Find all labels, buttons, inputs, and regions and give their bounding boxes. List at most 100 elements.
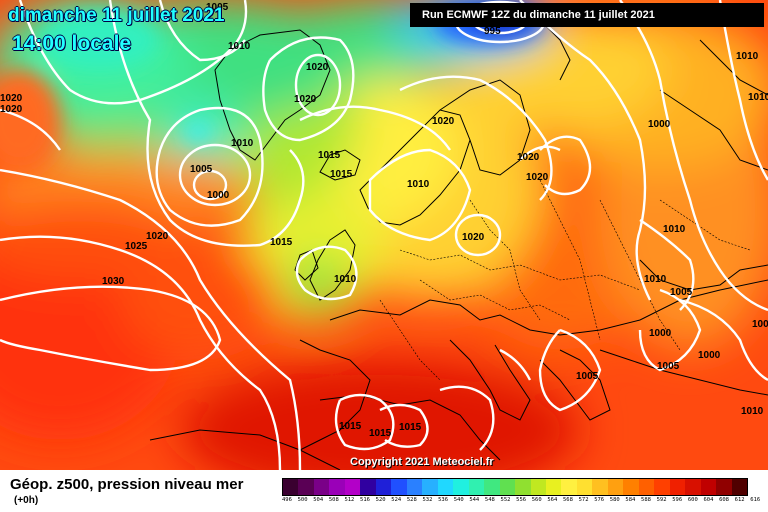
color-scale-tick: 496 [282, 497, 292, 503]
color-scale-tick: 568 [562, 497, 573, 503]
country-borders [379, 179, 751, 381]
isobar-label: 1000 [648, 119, 671, 130]
color-swatch [313, 479, 330, 495]
legend-bar: Géop. z500, pression niveau mer (+0h) 49… [0, 470, 768, 512]
color-swatch [499, 479, 516, 495]
color-scale-tick: 516 [360, 497, 370, 503]
color-swatch [283, 479, 299, 495]
isobar-labels: 995 1005 1010 1020 1020 1010 1005 1000 1… [0, 2, 768, 439]
forecast-date-title: dimanche 11 juillet 2021 [8, 5, 225, 26]
color-scale-tick: 504 [313, 497, 324, 503]
isobar-label: 1025 [125, 241, 148, 252]
color-swatch [545, 479, 562, 495]
color-scale-tick: 532 [422, 497, 433, 503]
weather-map: 995 1005 1010 1020 1020 1010 1005 1000 1… [0, 0, 768, 470]
isobar-label: 1000 [698, 350, 721, 361]
color-swatch [360, 479, 376, 495]
color-swatch [515, 479, 531, 495]
color-swatch [422, 479, 438, 495]
isobar-label: 1015 [399, 422, 422, 433]
isobar-label: 1010 [741, 406, 764, 417]
color-swatch [484, 479, 500, 495]
isobar-label: 1000 [752, 319, 768, 330]
isobar-label: 1020 [0, 104, 23, 115]
color-swatch [391, 479, 407, 495]
isobar-label: 995 [484, 26, 501, 37]
color-swatch [576, 479, 593, 495]
color-swatch [437, 479, 454, 495]
color-swatch [329, 479, 345, 495]
color-scale-tick: 596 [672, 497, 683, 503]
isobar-label: 1005 [576, 371, 599, 382]
isobar-label: 1000 [207, 190, 230, 201]
color-scale-tick: 572 [578, 497, 589, 503]
color-swatch [406, 479, 423, 495]
isobar-label: 1010 [228, 41, 251, 52]
color-scale-tick: 540 [453, 497, 464, 503]
color-scale-tick: 520 [375, 497, 386, 503]
isobar-label: 1015 [339, 421, 362, 432]
color-scale-tick: 560 [531, 497, 542, 503]
color-scale-tick: 536 [438, 497, 449, 503]
isobar-label: 1010 [231, 138, 254, 149]
color-swatch [716, 479, 732, 495]
color-swatch [375, 479, 392, 495]
color-scale-tick: 608 [719, 497, 729, 503]
color-swatch [700, 479, 717, 495]
isobar-label: 1005 [190, 164, 213, 175]
isobar-label: 1030 [102, 276, 125, 287]
color-swatch [561, 479, 577, 495]
color-scale-tick: 612 [734, 497, 745, 503]
color-scale-tick: 512 [344, 497, 355, 503]
isobar-label: 1010 [663, 224, 686, 235]
color-swatch [607, 479, 624, 495]
isobar-label: 1020 [526, 172, 549, 183]
isobar-label: 1010 [407, 179, 430, 190]
color-swatch [530, 479, 546, 495]
color-swatch [592, 479, 608, 495]
color-swatch [623, 479, 639, 495]
color-swatch [453, 479, 469, 495]
color-scale-tick: 548 [484, 497, 495, 503]
color-scale-tick: 528 [406, 497, 417, 503]
isobar-label: 1020 [146, 231, 169, 242]
run-info-text: Run ECMWF 12Z du dimanche 11 juillet 202… [422, 9, 655, 21]
color-scale-tick: 588 [641, 497, 651, 503]
color-scale-tick: 616 [750, 497, 761, 503]
color-scale-tick: 508 [328, 497, 339, 503]
isobar-label: 1015 [369, 428, 392, 439]
color-scale-ticks: 496 500 504 508 512 516 520 524 528 532 536 540 544 5… [282, 497, 766, 507]
color-scale-tick: 580 [609, 497, 620, 503]
color-scale-tick: 604 [703, 497, 714, 503]
isobar-label: 1020 [462, 232, 485, 243]
run-info-box: Run ECMWF 12Z du dimanche 11 juillet 202… [410, 3, 764, 27]
isobar-label: 1020 [0, 93, 23, 104]
isobar-label: 1010 [748, 92, 768, 103]
isobar-label: 1010 [736, 51, 759, 62]
color-swatch [654, 479, 670, 495]
color-scale-tick: 592 [656, 497, 667, 503]
isobar-label: 1015 [270, 237, 293, 248]
color-scale-tick: 584 [625, 497, 636, 503]
geopotential-field [0, 0, 768, 470]
weather-map-canvas: 995 1005 1010 1020 1020 1010 1005 1000 1… [0, 0, 768, 470]
color-scale-tick: 544 [469, 497, 480, 503]
color-swatch [344, 479, 361, 495]
isobar-label: 1015 [318, 150, 341, 161]
color-swatch [685, 479, 701, 495]
color-scale-tick: 500 [297, 497, 308, 503]
color-swatch [638, 479, 655, 495]
color-scale-tick: 524 [391, 497, 402, 503]
isobar-label: 1005 [206, 2, 229, 13]
isobar-label: 1005 [670, 287, 693, 298]
isobar-label: 1020 [517, 152, 540, 163]
isobar-label: 1020 [294, 94, 317, 105]
color-swatch [468, 479, 485, 495]
color-swatch [669, 479, 686, 495]
isobar-label: 1015 [330, 169, 353, 180]
color-scale-tick: 564 [547, 497, 558, 503]
isobar-label: 1010 [644, 274, 667, 285]
isobar-label: 1020 [306, 62, 329, 73]
color-scale [282, 478, 748, 496]
